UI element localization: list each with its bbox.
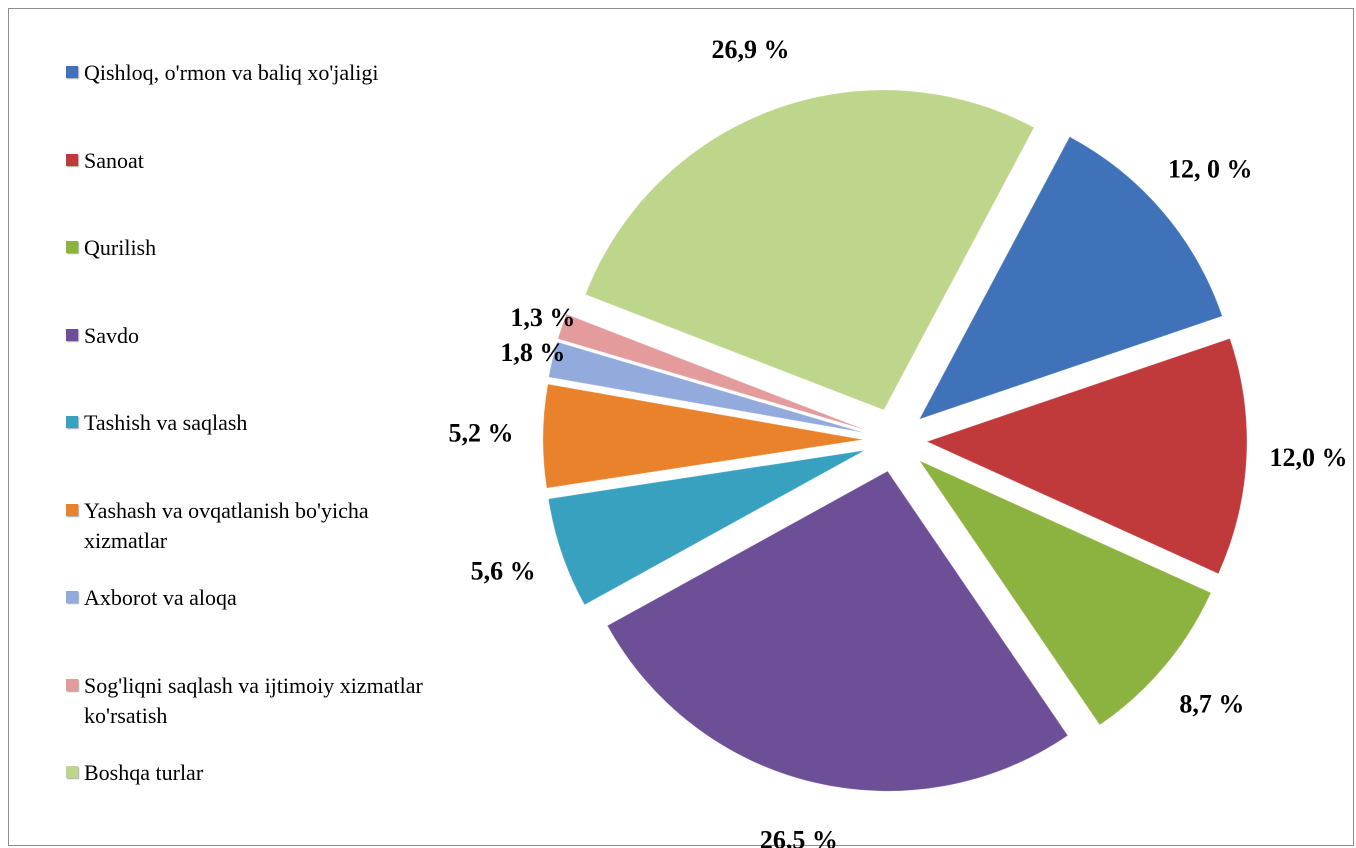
legend-swatch: [66, 328, 78, 341]
pie-slice: [606, 470, 1069, 792]
data-label: 1,3 %: [510, 303, 575, 332]
legend-item: Qishloq, o'rmon va baliq xo'jaligi: [66, 58, 424, 88]
pie-slice: [918, 136, 1223, 421]
legend-swatch: [66, 66, 78, 78]
legend-label: Sanoat: [84, 147, 144, 173]
legend-label: Savdo: [84, 322, 139, 348]
legend-swatch: [66, 241, 78, 253]
pie-slice: [918, 459, 1212, 726]
data-label: 8,7 %: [1179, 689, 1244, 718]
data-label: 12, 0 %: [1168, 155, 1253, 184]
pie-slice: [925, 337, 1248, 575]
legend-label: Boshqa turlar: [84, 760, 204, 785]
legend-label: Sog'liqni saqlash va ijtimoiy xizmatlar …: [84, 672, 423, 728]
legend-item: Boshqa turlar: [66, 758, 424, 788]
legend-swatch: [66, 416, 78, 428]
legend-swatch: [66, 678, 78, 691]
pie-slice: [584, 89, 1035, 411]
pie-slice: [548, 341, 864, 434]
data-label: 5,6 %: [471, 556, 536, 585]
pie-slice: [542, 383, 864, 489]
legend-label: Qurilish: [84, 235, 157, 260]
pie-slice: [547, 449, 865, 606]
data-label: 12,0 %: [1270, 443, 1348, 472]
data-label: 1,8 %: [500, 338, 565, 367]
legend-label: Yashash va ovqatlanish bo'yicha xizmatla…: [84, 497, 369, 553]
legend-item: Yashash va ovqatlanish bo'yicha xizmatla…: [66, 496, 424, 556]
legend-label: Tashish va saqlash: [84, 410, 248, 435]
chart-frame: [8, 8, 1354, 846]
legend-item: Savdo: [66, 321, 424, 351]
data-label: 26,9 %: [712, 35, 790, 64]
legend-item: Tashish va saqlash: [66, 408, 424, 438]
pie-slice: [557, 313, 865, 431]
legend-item: Axborot va aloqa: [66, 583, 424, 613]
data-label: 26,5 %: [760, 826, 838, 848]
legend-swatch: [66, 766, 78, 778]
legend-item: Sanoat: [66, 146, 424, 176]
data-label: 5,2 %: [449, 418, 514, 447]
legend-item: Qurilish: [66, 233, 424, 263]
legend-swatch: [66, 503, 78, 516]
legend-label: Qishloq, o'rmon va baliq xo'jaligi: [84, 60, 379, 85]
legend-swatch: [66, 153, 78, 166]
legend-label: Axborot va aloqa: [84, 585, 237, 610]
legend-item: Sog'liqni saqlash va ijtimoiy xizmatlar …: [66, 671, 424, 731]
legend-swatch: [66, 591, 78, 603]
